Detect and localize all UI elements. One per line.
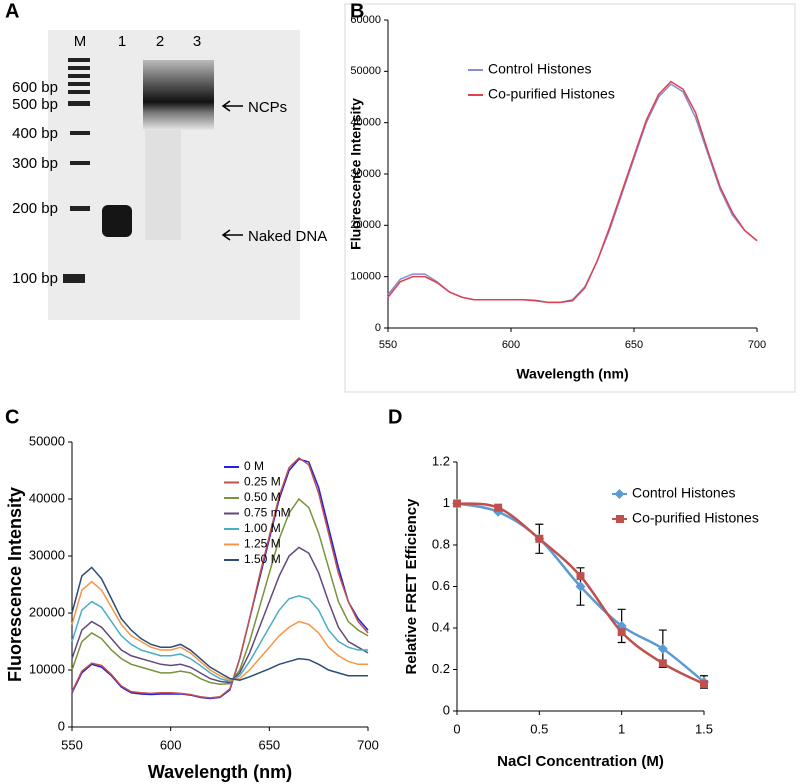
lane-band [102,205,132,237]
y-tick-label: 10000 [350,271,381,283]
lane-smear [145,130,181,240]
legend-label: 1.25 M [244,537,281,551]
series-line [71,595,368,683]
y-tick-label: 30000 [29,547,65,562]
series-line [387,83,758,304]
marker [576,572,585,581]
y-tick-label: 0.8 [432,536,450,551]
x-axis-label: Wavelength (nm) [148,762,292,782]
marker-label: 200 bp [12,200,58,217]
lane-label: 3 [193,33,201,50]
panel-label: B [350,0,364,22]
x-tick-label: 600 [160,737,182,752]
legend-label: Control Histones [632,485,736,501]
y-tick-label: 40000 [350,117,381,129]
x-tick-label: 600 [502,339,520,351]
lane-label: 1 [118,33,126,50]
marker [453,499,461,508]
panel-label: C [5,406,19,428]
legend-label: 0 M [244,459,264,473]
lane-smear [180,60,214,130]
y-tick-label: 60000 [350,14,381,26]
panel-label: D [388,406,402,428]
series-line [71,580,368,682]
y-tick-label: 40000 [29,490,65,505]
marker-label: 300 bp [12,155,58,172]
marker [494,503,503,512]
legend-label: 1.00 M [244,521,281,535]
y-tick-label: 1 [443,495,450,510]
series-line [71,458,369,700]
series-line [71,566,368,682]
legend-label: Co-purified Histones [632,510,759,526]
y-tick-label: 0 [443,702,450,717]
gel-panel: A M 1 2 3 600 bp 500 bp 400 bp 300 bp 20… [5,0,327,320]
legend-marker [614,489,625,499]
legend-label: Co-purified Histones [488,86,615,102]
y-tick-label: 1.2 [432,453,450,468]
marker-lane [63,58,90,283]
marker [535,534,544,543]
y-axis-label: Fluorescence Intensity [5,487,25,682]
x-tick-label: 1 [618,721,625,736]
y-tick-label: 30000 [350,168,381,180]
legend-label: 0.50 M [244,490,281,504]
marker [658,659,667,668]
y-tick-label: 10000 [29,661,65,676]
x-tick-label: 650 [258,737,280,752]
y-tick-label: 0.6 [432,578,450,593]
x-tick-label: 0.5 [530,721,548,736]
legend-label: 0.25 M [244,475,281,489]
x-tick-label: 700 [357,737,379,752]
marker [617,628,626,637]
marker [575,581,586,592]
y-axis-label: Relative FRET Efficiency [403,498,420,675]
marker-label: 600 bp [12,79,58,96]
x-tick-label: 700 [748,339,766,351]
series-line [71,546,369,684]
annotation: NCPs [248,99,287,116]
series-line [71,456,369,699]
arrow [221,229,243,241]
x-axis-label: Wavelength (nm) [516,366,628,382]
y-tick-label: 20000 [350,219,381,231]
x-tick-label: 550 [61,737,83,752]
series-line [71,497,369,686]
marker [657,643,668,654]
x-axis-label: NaCl Concentration (M) [497,753,664,770]
legend-label: Control Histones [488,61,592,77]
y-axis-label: Fluorescence Intensity [348,98,364,250]
legend-label: 0.75 mM [244,506,291,520]
panel-label: A [5,0,19,22]
arrow [221,100,243,112]
y-tick-label: 0 [375,322,381,334]
x-tick-label: 550 [379,339,397,351]
legend-marker [616,515,624,523]
lane-label: M [74,33,87,50]
y-tick-label: 0.4 [432,619,450,634]
chart-frame [344,3,796,393]
marker-label: 400 bp [12,125,58,142]
marker-label: 500 bp [12,96,58,113]
y-tick-label: 50000 [29,433,65,448]
x-tick-label: 0 [453,721,460,736]
annotation: Naked DNA [248,228,327,245]
y-tick-label: 0.2 [432,661,450,676]
legend-label: 1.50 M [244,552,281,566]
x-tick-label: 1.5 [695,721,713,736]
lane-label: 2 [156,33,164,50]
marker [700,680,708,689]
series-line [387,80,758,304]
y-tick-label: 20000 [29,604,65,619]
marker-label: 100 bp [12,270,58,287]
y-tick-label: 50000 [350,65,381,77]
y-tick-label: 0 [58,718,65,733]
lane-smear [143,60,181,130]
x-tick-label: 650 [625,339,643,351]
